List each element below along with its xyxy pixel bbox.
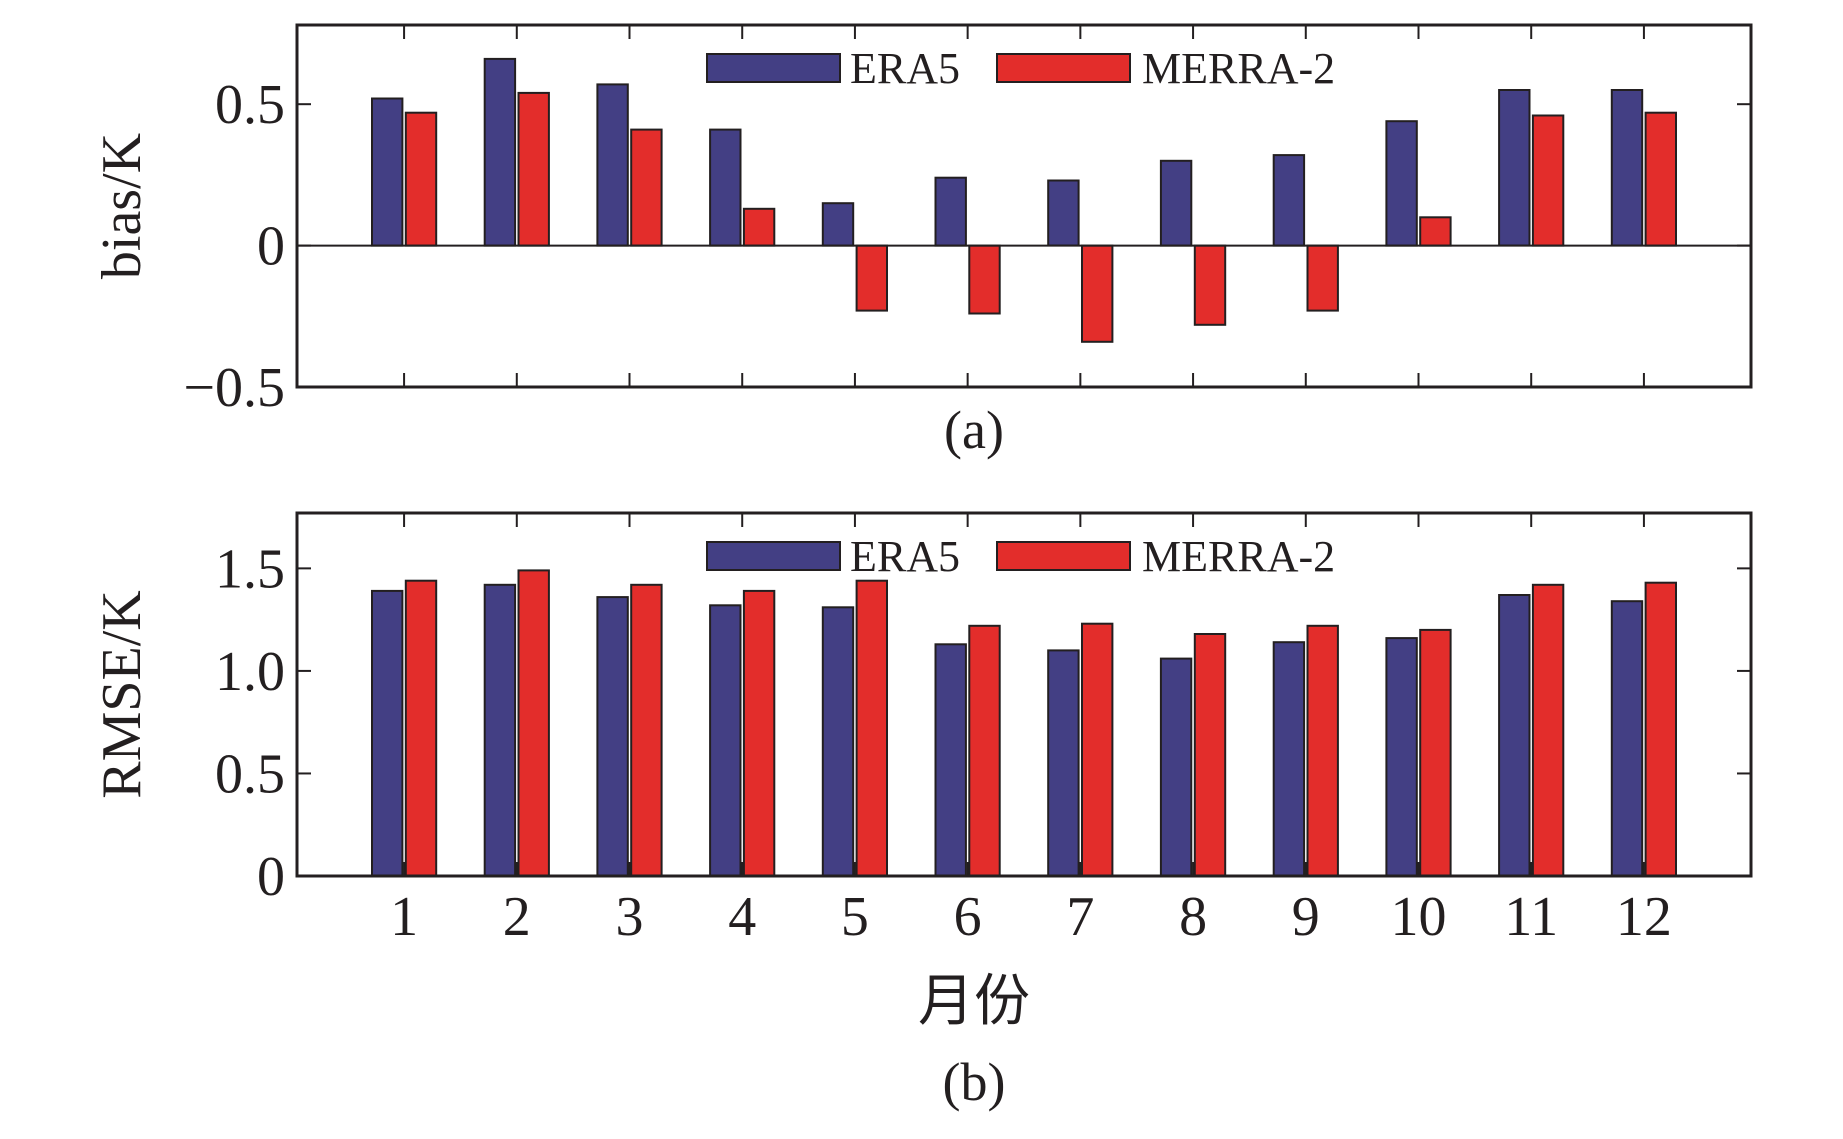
- bar-era5-2: [483, 583, 517, 877]
- bar-merra2-11: [1531, 114, 1565, 247]
- panel-b-y-axis-label: RMSE/K: [91, 590, 153, 799]
- bar-merra2-6: [968, 244, 1001, 315]
- legend-era5-label: ERA5: [850, 44, 960, 93]
- legend-merra2-swatch: [996, 541, 1131, 571]
- bar-merra2-11: [1531, 583, 1565, 877]
- bar-merra2-8: [1193, 633, 1227, 877]
- panel-b-ticks: 00.51.01.51 2 3 4 5 6 7 8 9 10 11 12: [215, 513, 1751, 948]
- bar-era5-3: [596, 596, 629, 877]
- bar-merra2-10: [1419, 628, 1452, 878]
- x-tick-label: 7: [1066, 886, 1094, 948]
- bar-era5-3: [596, 83, 629, 247]
- bar-era5-1: [371, 589, 404, 878]
- bar-era5-10: [1385, 120, 1418, 247]
- panel-a-tag: (a): [944, 400, 1004, 460]
- bar-merra2-6: [968, 624, 1001, 877]
- y-tick-label: 0.5: [215, 74, 285, 136]
- bar-merra2-3: [630, 128, 663, 247]
- bar-era5-11: [1498, 594, 1531, 877]
- bar-era5-12: [1610, 600, 1644, 877]
- y-tick-label: 0: [257, 846, 285, 908]
- bar-merra2-7: [1081, 622, 1114, 878]
- bar-merra2-8: [1193, 244, 1227, 326]
- x-tick-label: 8: [1179, 886, 1207, 948]
- x-tick-label: 5: [841, 886, 869, 948]
- panel-b: 00.51.01.51 2 3 4 5 6 7 8 9 10 11 12 ERA5 MERRA-2 R…: [91, 511, 1753, 1112]
- y-tick-label: −0.5: [183, 357, 285, 419]
- legend-merra2-label: MERRA-2: [1142, 532, 1335, 581]
- x-tick-label: 12: [1616, 886, 1672, 948]
- bar-era5-5: [821, 606, 855, 877]
- legend-era5-swatch: [706, 53, 841, 83]
- panel-b-legend: ERA5 MERRA-2: [706, 532, 1335, 581]
- bar-era5-10: [1385, 637, 1418, 877]
- bar-era5-7: [1047, 179, 1080, 247]
- bar-era5-12: [1610, 89, 1644, 247]
- x-tick-label: 1: [390, 886, 418, 948]
- bar-era5-7: [1047, 649, 1080, 878]
- bar-merra2-3: [630, 583, 663, 877]
- bar-era5-4: [709, 128, 742, 247]
- panel-b-tag: (b): [943, 1052, 1006, 1112]
- bar-merra2-12: [1644, 111, 1677, 247]
- panel-a-bars: [371, 57, 1677, 343]
- panel-a-y-axis-label: bias/K: [91, 133, 153, 279]
- bar-merra2-4: [742, 207, 776, 247]
- bar-era5-1: [371, 97, 404, 247]
- bar-era5-4: [709, 604, 742, 877]
- bar-era5-5: [821, 202, 855, 247]
- bar-merra2-7: [1081, 244, 1114, 343]
- panel-b-bars: [371, 569, 1677, 878]
- bar-merra2-1: [404, 111, 438, 247]
- x-tick-label: 9: [1292, 886, 1320, 948]
- panel-a-frame: [295, 23, 1753, 389]
- bar-merra2-2: [517, 569, 550, 878]
- y-tick-label: 0: [257, 216, 285, 278]
- bar-merra2-9: [1306, 624, 1339, 877]
- bar-era5-6: [934, 643, 967, 877]
- bar-era5-9: [1272, 641, 1306, 878]
- bar-merra2-10: [1419, 216, 1452, 247]
- legend-era5-swatch: [706, 541, 841, 571]
- panel-a-ticks: −0.5 0 0.5: [183, 25, 1751, 419]
- panel-b-x-axis-label: 月份: [918, 971, 1030, 1033]
- x-tick-label: 11: [1504, 886, 1558, 948]
- bar-era5-2: [483, 57, 517, 247]
- x-tick-label: 2: [503, 886, 531, 948]
- bar-merra2-9: [1306, 244, 1339, 312]
- x-tick-label: 4: [728, 886, 756, 948]
- legend-merra2-swatch: [996, 53, 1131, 83]
- x-tick-label: 3: [616, 886, 644, 948]
- y-tick-label: 1.0: [215, 641, 285, 703]
- y-tick-label: 1.5: [215, 538, 285, 600]
- bar-era5-6: [934, 176, 967, 247]
- panel-b-frame: [295, 511, 1753, 878]
- bar-merra2-5: [855, 579, 888, 877]
- bar-era5-8: [1159, 657, 1193, 877]
- bar-merra2-5: [855, 244, 888, 312]
- legend-merra2-label: MERRA-2: [1142, 44, 1335, 93]
- bar-era5-9: [1272, 154, 1306, 247]
- bar-merra2-1: [404, 579, 438, 877]
- bar-era5-11: [1498, 89, 1531, 247]
- bar-era5-8: [1159, 159, 1193, 247]
- bar-merra2-12: [1644, 581, 1677, 877]
- x-tick-label: 10: [1390, 886, 1446, 948]
- y-tick-label: 0.5: [215, 743, 285, 805]
- bar-merra2-4: [742, 589, 776, 878]
- panel-a: −0.5 0 0.5 ERA5 MERRA-2 bias/K (a): [91, 23, 1753, 460]
- legend-era5-label: ERA5: [850, 532, 960, 581]
- panel-a-legend: ERA5 MERRA-2: [706, 44, 1335, 93]
- bar-merra2-2: [517, 91, 550, 247]
- x-tick-label: 6: [954, 886, 982, 948]
